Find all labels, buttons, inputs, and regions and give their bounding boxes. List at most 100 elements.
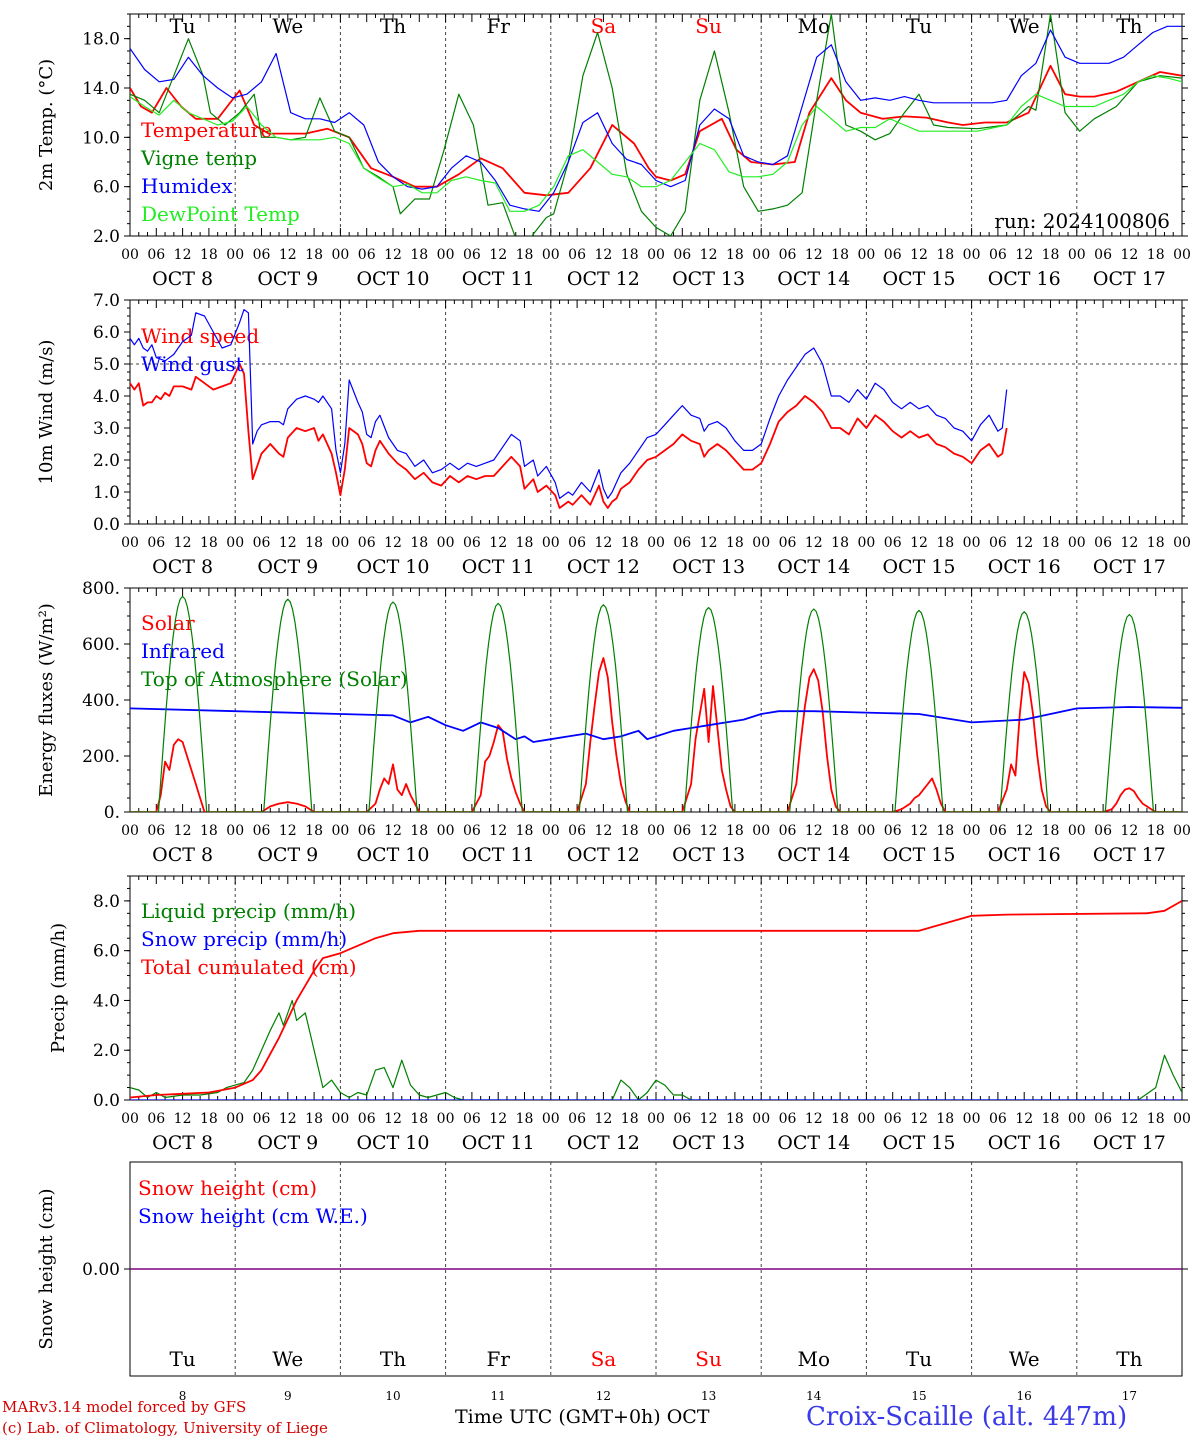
hour-tick-label: 00 (647, 535, 665, 551)
y-axis-label: 10m Wind (m/s) (36, 340, 57, 485)
date-label: OCT 11 (462, 1132, 535, 1154)
hour-tick-label: 06 (147, 535, 165, 551)
model-credit: MARv3.14 model forced by GFS (2, 1398, 247, 1416)
hour-tick-label: 18 (726, 1111, 744, 1127)
hour-tick-label: 00 (226, 823, 244, 839)
day-number-label: 17 (1122, 1389, 1137, 1403)
hour-tick-label: 12 (174, 535, 192, 551)
date-label: OCT 10 (356, 844, 429, 866)
hour-tick-label: 06 (779, 823, 797, 839)
time-axis-label: Time UTC (GMT+0h) OCT (455, 1406, 710, 1428)
y-tick-label: 0.0 (93, 1091, 120, 1111)
hour-tick-label: 12 (1015, 823, 1033, 839)
day-number-label: 13 (701, 1389, 716, 1403)
day-number-label: 11 (491, 1389, 506, 1403)
hour-tick-label: 06 (253, 823, 271, 839)
hour-tick-label: 00 (331, 1111, 349, 1127)
hour-tick-label: 06 (358, 823, 376, 839)
hour-tick-label: 12 (700, 535, 718, 551)
panel-frame (129, 299, 1183, 525)
hour-tick-label: 12 (174, 823, 192, 839)
date-label: OCT 17 (1093, 556, 1166, 578)
date-label: OCT 8 (152, 844, 213, 866)
hour-tick-label: 12 (1120, 535, 1138, 551)
copyright-credit: (c) Lab. of Climatology, University of L… (2, 1419, 328, 1437)
hour-tick-label: 18 (516, 823, 534, 839)
hour-tick-label: 06 (1094, 535, 1112, 551)
y-tick-label: 4.0 (93, 387, 120, 407)
hour-tick-label: 00 (647, 247, 665, 263)
hour-tick-label: 12 (594, 535, 612, 551)
hour-tick-label: 06 (253, 247, 271, 263)
hour-tick-label: 12 (700, 247, 718, 263)
date-label: OCT 13 (672, 268, 745, 290)
hour-tick-label: 12 (910, 823, 928, 839)
hour-tick-label: 00 (226, 247, 244, 263)
hour-tick-label: 18 (1042, 247, 1060, 263)
day-number-label: 16 (1017, 1389, 1032, 1403)
hour-tick-label: 06 (358, 1111, 376, 1127)
date-label: OCT 11 (462, 844, 535, 866)
hour-tick-label: 06 (568, 247, 586, 263)
hour-tick-label: 18 (1042, 1111, 1060, 1127)
hour-tick-label: 18 (516, 247, 534, 263)
hour-tick-label: 18 (1147, 535, 1165, 551)
legend-entry: Infrared (141, 639, 225, 663)
date-label: OCT 12 (567, 1132, 640, 1154)
legend-entry: Humidex (141, 174, 233, 198)
hour-tick-label: 12 (700, 823, 718, 839)
hour-tick-label: 00 (857, 247, 875, 263)
hour-tick-label: 06 (253, 1111, 271, 1127)
hour-tick-label: 06 (358, 247, 376, 263)
day-name-label: Tu (169, 14, 195, 38)
hour-tick-label: 00 (1173, 535, 1191, 551)
legend-entry: DewPoint Temp (141, 202, 300, 226)
y-tick-label: 400. (82, 691, 120, 711)
hour-tick-label: 12 (805, 823, 823, 839)
hour-tick-label: 12 (700, 1111, 718, 1127)
hour-tick-label: 00 (437, 1111, 455, 1127)
hour-tick-label: 00 (1068, 535, 1086, 551)
hour-tick-label: 12 (1015, 535, 1033, 551)
hour-tick-label: 18 (1147, 1111, 1165, 1127)
hour-tick-label: 00 (963, 247, 981, 263)
date-label: OCT 17 (1093, 268, 1166, 290)
date-label: OCT 16 (988, 1132, 1061, 1154)
hour-tick-label: 18 (410, 247, 428, 263)
series-line (130, 75, 1182, 212)
hour-tick-label: 06 (989, 823, 1007, 839)
hour-tick-label: 18 (305, 1111, 323, 1127)
hour-tick-label: 06 (1094, 823, 1112, 839)
date-label: OCT 16 (988, 268, 1061, 290)
hour-tick-label: 06 (673, 1111, 691, 1127)
legend-entry: Snow height (cm) (138, 1176, 317, 1200)
hour-tick-label: 00 (1173, 247, 1191, 263)
hour-tick-label: 18 (200, 247, 218, 263)
legend-entry: Vigne temp (140, 146, 257, 170)
hour-tick-label: 00 (331, 247, 349, 263)
hour-tick-label: 12 (279, 823, 297, 839)
y-tick-label: 14.0 (82, 79, 120, 99)
date-label: OCT 9 (257, 556, 318, 578)
day-number-label: 12 (596, 1389, 611, 1403)
hour-tick-label: 06 (673, 535, 691, 551)
hour-tick-label: 06 (358, 535, 376, 551)
hour-tick-label: 06 (568, 535, 586, 551)
hour-tick-label: 06 (989, 247, 1007, 263)
hour-tick-label: 00 (542, 823, 560, 839)
hour-tick-label: 06 (884, 247, 902, 263)
day-name-label: Th (1116, 14, 1142, 38)
hour-tick-label: 12 (1015, 247, 1033, 263)
legend-entry: Wind gust (141, 352, 244, 376)
hour-tick-label: 00 (437, 535, 455, 551)
legend-entry: Wind speed (141, 324, 259, 348)
y-tick-label: 5.0 (93, 355, 120, 375)
day-name-label: Tu (169, 1347, 195, 1371)
hour-tick-label: 00 (331, 823, 349, 839)
day-name-label: Sa (591, 14, 617, 38)
hour-tick-label: 06 (779, 247, 797, 263)
hour-tick-label: 00 (542, 1111, 560, 1127)
date-label: OCT 13 (672, 844, 745, 866)
date-label: OCT 13 (672, 1132, 745, 1154)
y-tick-label: 6.0 (93, 942, 120, 962)
